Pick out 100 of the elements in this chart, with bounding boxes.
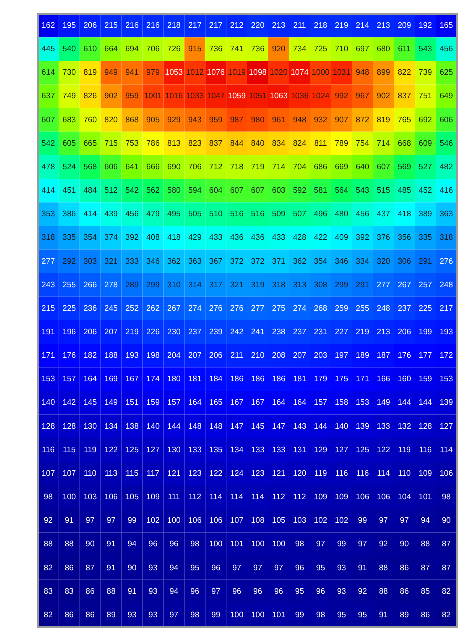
data-label: 562 xyxy=(146,186,160,196)
data-label: 218 xyxy=(167,20,182,30)
data-label: 436 xyxy=(251,233,266,242)
data-label: 100 xyxy=(167,516,182,526)
data-label: 213 xyxy=(376,327,391,336)
data-label: 840 xyxy=(251,138,266,148)
data-label: 86 xyxy=(64,610,74,620)
data-label: 252 xyxy=(126,304,140,313)
data-label: 115 xyxy=(126,468,140,478)
data-label: 386 xyxy=(62,210,77,219)
data-label: 177 xyxy=(418,351,433,360)
data-label: 277 xyxy=(251,304,266,313)
data-label: 119 xyxy=(314,468,328,478)
data-label: 144 xyxy=(418,398,433,408)
data-label: 437 xyxy=(376,210,391,219)
data-label: 509 xyxy=(272,210,286,219)
data-label: 690 xyxy=(167,162,182,172)
data-label: 91 xyxy=(358,563,368,572)
data-label: 109 xyxy=(146,492,160,502)
data-label: 872 xyxy=(356,115,370,124)
data-label: 120 xyxy=(293,468,308,478)
data-label: 730 xyxy=(62,68,77,78)
data-label: 736 xyxy=(251,44,266,54)
data-label: 362 xyxy=(167,256,182,266)
data-label: 106 xyxy=(188,516,202,526)
data-label: 299 xyxy=(146,280,160,290)
data-label: 98 xyxy=(190,610,200,620)
data-label: 133 xyxy=(251,445,266,454)
data-label: 665 xyxy=(84,138,98,148)
data-label: 113 xyxy=(104,468,118,478)
data-label: 98 xyxy=(442,492,452,502)
data-label: 392 xyxy=(356,233,370,242)
data-label: 92 xyxy=(379,540,389,549)
data-label: 112 xyxy=(272,492,286,502)
data-label: 649 xyxy=(440,92,454,101)
data-label: 710 xyxy=(335,44,349,54)
data-label: 637 xyxy=(42,92,56,101)
data-label: 610 xyxy=(84,44,98,54)
data-label: 189 xyxy=(356,351,370,360)
data-label: 176 xyxy=(398,351,412,360)
data-label: 625 xyxy=(440,68,454,78)
data-label: 418 xyxy=(167,233,182,242)
data-label: 211 xyxy=(293,20,307,30)
data-label: 144 xyxy=(314,422,328,431)
data-label: 214 xyxy=(356,20,370,30)
data-label: 216 xyxy=(126,20,140,30)
data-label: 241 xyxy=(251,327,266,336)
data-label: 166 xyxy=(376,374,391,384)
data-label: 606 xyxy=(440,115,454,124)
data-label: 96 xyxy=(295,563,305,572)
data-label: 88 xyxy=(421,540,431,549)
data-label: 151 xyxy=(126,398,140,408)
data-label: 712 xyxy=(209,162,224,172)
data-label: 140 xyxy=(42,398,56,408)
data-label: 148 xyxy=(188,422,202,431)
data-label: 1076 xyxy=(207,68,226,78)
data-label: 110 xyxy=(84,468,98,478)
data-label: 372 xyxy=(230,256,244,266)
data-label: 212 xyxy=(230,20,244,30)
data-label: 819 xyxy=(376,115,391,124)
data-label: 451 xyxy=(62,186,77,196)
data-label: 122 xyxy=(376,445,391,454)
data-label: 96 xyxy=(232,586,242,596)
data-label: 121 xyxy=(272,468,286,478)
data-label: 127 xyxy=(146,445,160,454)
data-label: 159 xyxy=(146,398,160,408)
data-label: 1031 xyxy=(332,68,352,78)
data-label: 87 xyxy=(421,563,431,572)
data-label: 580 xyxy=(167,186,182,196)
data-label: 186 xyxy=(272,374,286,384)
data-label: 206 xyxy=(398,327,412,336)
data-label: 148 xyxy=(209,422,224,431)
data-label: 128 xyxy=(62,422,77,431)
data-label: 98 xyxy=(190,540,200,549)
data-label: 103 xyxy=(293,516,308,526)
data-label: 122 xyxy=(209,468,224,478)
data-label: 694 xyxy=(126,44,140,54)
data-label: 987 xyxy=(230,115,244,124)
data-label: 811 xyxy=(314,138,328,148)
data-label: 414 xyxy=(84,210,98,219)
data-label: 121 xyxy=(167,468,182,478)
data-label: 741 xyxy=(230,44,244,54)
data-label: 95 xyxy=(358,610,368,620)
data-label: 267 xyxy=(398,280,412,290)
data-label: 666 xyxy=(146,162,160,172)
data-label: 172 xyxy=(440,351,454,360)
data-label: 97 xyxy=(212,586,222,596)
data-label: 143 xyxy=(293,422,308,431)
data-label: 418 xyxy=(398,210,412,219)
data-label: 416 xyxy=(440,186,454,196)
data-label: 289 xyxy=(126,280,140,290)
data-label: 318 xyxy=(42,233,56,242)
data-label: 164 xyxy=(188,398,202,408)
data-label: 238 xyxy=(272,327,286,336)
data-label: 213 xyxy=(272,20,286,30)
data-label: 114 xyxy=(230,492,244,502)
data-label: 495 xyxy=(167,210,182,219)
data-label: 96 xyxy=(316,586,326,596)
data-label: 82 xyxy=(44,610,54,620)
data-label: 291 xyxy=(356,280,370,290)
